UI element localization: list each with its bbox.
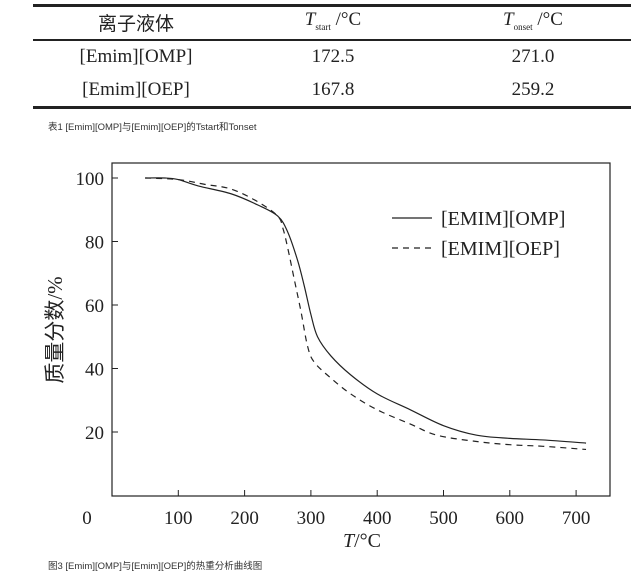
y-tick-label: 100 (76, 169, 105, 190)
y-tick-label: 20 (85, 423, 104, 444)
x-tick-label: 400 (363, 508, 392, 529)
header-tstart-symbol: T (304, 9, 316, 30)
table-cell: [Emim][OMP] (79, 46, 193, 67)
header-ionic-liquid: 离子液体 (97, 14, 175, 35)
y-tick-label: 60 (85, 296, 104, 317)
x-tick-label: 200 (230, 508, 259, 529)
header-tstart-unit: /°C (335, 9, 362, 30)
series-line-oep (145, 177, 587, 451)
tga-chart: 0 100 200 300 400 500 600 700 20 40 60 80 100 [EMIM]… (43, 162, 611, 552)
table-top-rule (33, 4, 631, 7)
header-tonset: Tonset /°C (503, 9, 563, 32)
table-cell: 172.5 (311, 46, 355, 67)
x-tick-label: 100 (164, 508, 193, 529)
x-tick-label: 500 (429, 508, 458, 529)
y-tick-label: 40 (85, 360, 104, 381)
y-tick-label: 80 (85, 233, 104, 254)
plot-frame (111, 162, 611, 497)
table-bottom-rule (33, 106, 631, 109)
x-tick-label: 300 (297, 508, 326, 529)
table-cell: 259.2 (511, 79, 555, 100)
legend: [EMIM][OMP] [EMIM][OEP] (392, 208, 565, 260)
x-tick-label: 0 (82, 508, 92, 529)
x-axis-label-unit: /°C (354, 530, 381, 552)
header-tstart: Tstart /°C (305, 9, 361, 32)
x-tick-label: 600 (496, 508, 525, 529)
table-cell: 167.8 (311, 79, 355, 100)
series-line-omp (145, 177, 587, 444)
header-tonset-unit: /°C (537, 9, 563, 30)
figure-caption: 图3 [Emim][OMP]与[Emim][OEP]的热重分析曲线图 (48, 561, 263, 572)
header-tonset-symbol: T (503, 9, 514, 30)
table-caption: 表1 [Emim][OMP]与[Emim][OEP]的Tstart和Tonset (48, 122, 257, 133)
header-tonset-sub: onset (513, 21, 533, 32)
y-axis-label: 质量分数/% (43, 276, 67, 383)
table-header-rule (33, 39, 631, 41)
table-cell: [Emim][OEP] (82, 79, 190, 100)
x-axis-label-symbol: T (343, 530, 356, 552)
x-tick-label: 700 (562, 508, 591, 529)
x-axis-label: T/°C (343, 530, 381, 552)
legend-label-oep: [EMIM][OEP] (441, 238, 560, 260)
header-tstart-sub: start (315, 21, 331, 32)
table-cell: 271.0 (511, 46, 555, 67)
legend-label-omp: [EMIM][OMP] (441, 208, 565, 230)
